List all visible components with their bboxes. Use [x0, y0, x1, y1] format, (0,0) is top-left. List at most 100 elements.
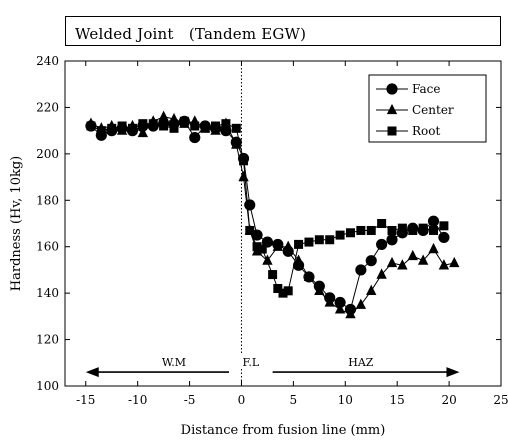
center-point — [386, 256, 398, 268]
y-tick-label: 160 — [36, 240, 59, 254]
x-axis-title: Distance from fusion line (mm) — [181, 423, 386, 438]
center-point — [417, 254, 429, 265]
root-point — [127, 123, 137, 133]
axis-ticks: -15 -10 -5 0 5 10 15 20 25 100 120 140 160 180 200 220 2… — [36, 54, 508, 407]
center-point — [158, 110, 169, 121]
center-point — [314, 284, 325, 295]
root-point — [294, 239, 304, 249]
region-layer: W.M F.L HAZ — [85, 355, 460, 378]
x-tick-label: 25 — [493, 393, 508, 407]
root-point — [117, 121, 127, 131]
center-point — [272, 240, 283, 251]
root-point — [429, 225, 439, 235]
x-tick-label: 15 — [390, 393, 405, 407]
center-point — [231, 138, 242, 149]
root-point — [397, 223, 407, 233]
region-label: F.L — [242, 356, 259, 369]
root-point — [439, 221, 449, 231]
root-point — [245, 225, 255, 235]
root-point — [387, 225, 397, 235]
series-root — [86, 116, 449, 298]
legend-label: Center — [412, 103, 454, 117]
center-point — [168, 112, 180, 124]
y-tick-label: 200 — [36, 147, 59, 161]
root-point — [86, 121, 96, 131]
root-point — [257, 244, 267, 254]
face-point — [376, 238, 388, 250]
root-point — [345, 228, 355, 238]
root-point — [252, 242, 262, 252]
y-tick-label: 140 — [36, 286, 59, 300]
center-point — [345, 307, 356, 319]
root-point — [356, 225, 366, 235]
root-point — [231, 123, 241, 133]
root-point — [159, 121, 169, 131]
center-point — [238, 170, 249, 182]
root-point — [335, 230, 345, 240]
center-point — [355, 298, 367, 309]
legend-marker-triangle — [386, 103, 398, 115]
x-tick-label: 0 — [238, 393, 246, 407]
root-point — [190, 121, 200, 131]
y-tick-label: 180 — [36, 193, 59, 207]
root-point — [304, 237, 314, 247]
root-point — [221, 119, 231, 129]
chart-title-box: Welded Joint (Tandem EGW) — [65, 16, 501, 46]
x-tick-label: -10 — [128, 393, 147, 407]
face-point — [427, 215, 440, 227]
y-axis-title: Hardness (Hv, 10kg) — [9, 156, 24, 291]
face-point — [189, 132, 201, 144]
x-tick-label: 20 — [441, 393, 456, 407]
face-point — [438, 231, 450, 244]
y-tick-label: 100 — [36, 379, 59, 393]
root-series-line — [90, 120, 445, 294]
left-arrow-head — [85, 367, 99, 378]
legend-label: Face — [412, 82, 441, 96]
root-point — [169, 123, 179, 133]
y-tick-label: 220 — [36, 100, 59, 114]
x-tick-label: 10 — [338, 393, 353, 407]
region-label: HAZ — [348, 356, 374, 369]
root-point — [138, 119, 148, 129]
center-point — [334, 303, 346, 314]
y-tick-label: 120 — [36, 333, 59, 347]
center-point — [397, 259, 408, 270]
legend-marker-circle — [386, 83, 398, 95]
face-point — [365, 255, 377, 267]
root-point — [377, 219, 387, 228]
center-point — [376, 268, 387, 279]
region-label-bg — [158, 355, 190, 370]
series-face — [85, 115, 450, 315]
x-tick-label: 5 — [290, 393, 298, 407]
root-point — [283, 286, 293, 296]
series-layer — [85, 110, 460, 319]
root-point — [200, 123, 210, 133]
x-tick-label: -5 — [184, 393, 196, 407]
right-arrow-head — [446, 367, 460, 378]
center-point — [293, 254, 304, 265]
center-point — [438, 259, 450, 270]
center-series-line — [90, 116, 455, 315]
root-point — [418, 223, 428, 233]
root-point — [325, 235, 335, 245]
root-point — [179, 116, 189, 126]
x-tick-label: -15 — [76, 393, 95, 407]
y-tick-label: 240 — [36, 54, 59, 68]
root-point — [278, 288, 288, 298]
center-point — [366, 284, 377, 295]
region-label-bg — [234, 355, 267, 370]
root-point — [314, 235, 324, 245]
root-point — [239, 156, 249, 166]
root-point — [148, 119, 158, 129]
root-point — [366, 225, 376, 235]
legend: Face Center Root — [368, 74, 487, 143]
legend-marker-square — [387, 126, 397, 136]
center-point — [324, 296, 335, 307]
root-point — [408, 225, 418, 235]
chart-title: Welded Joint (Tandem EGW) — [75, 25, 307, 43]
region-label-bg — [344, 355, 377, 370]
face-series-line — [90, 120, 445, 311]
region-label: W.M — [162, 356, 186, 369]
center-point — [303, 270, 315, 282]
